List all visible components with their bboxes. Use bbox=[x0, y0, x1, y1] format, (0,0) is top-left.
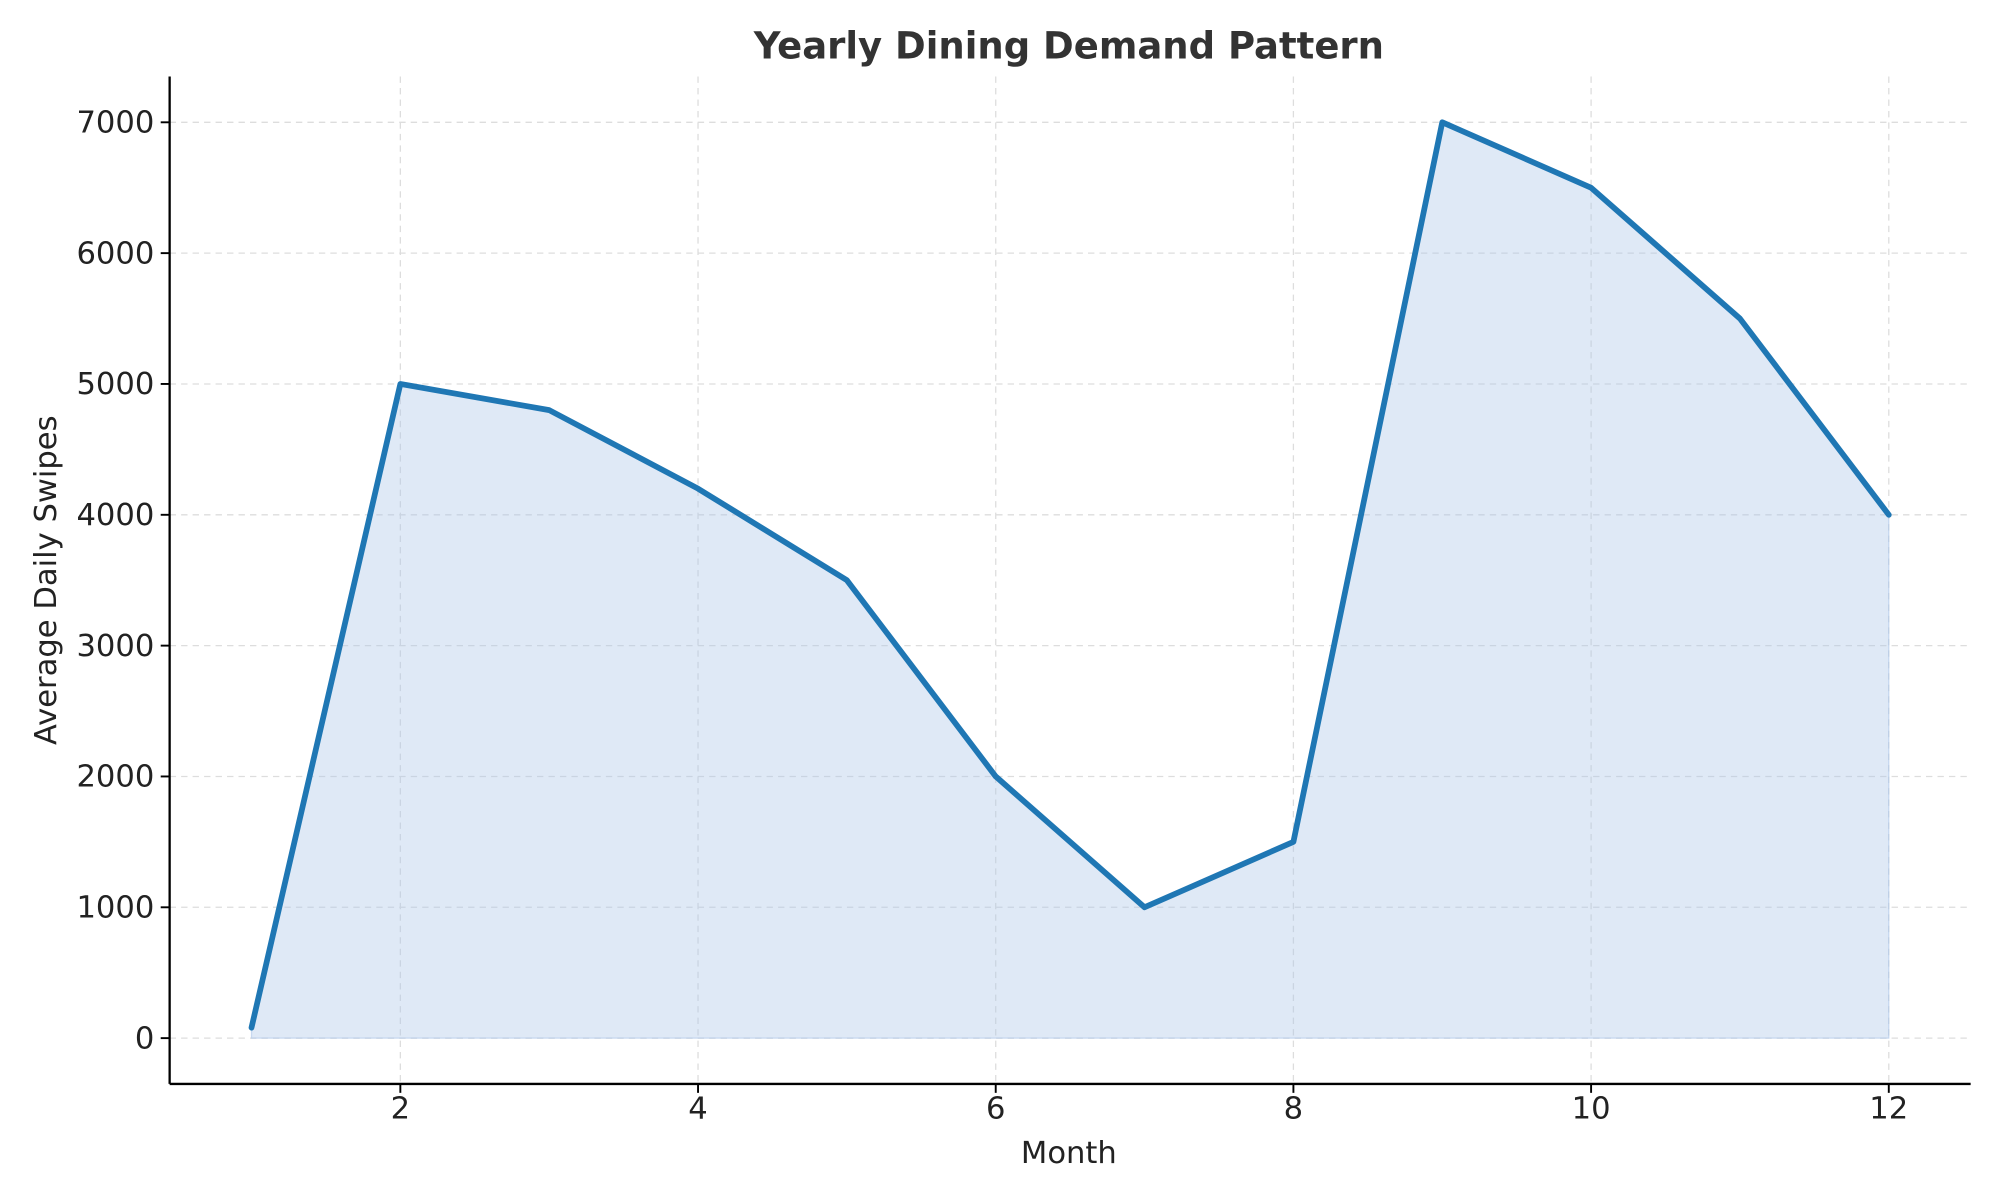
y-tick-label: 4000 bbox=[76, 498, 154, 533]
ticks: 0 1000 2000 3000 4000 5000 6000 7000 2 4 6 8 10 12 bbox=[76, 106, 1908, 1127]
y-tick-label: 5000 bbox=[76, 367, 154, 402]
y-tick-label: 0 bbox=[135, 1021, 154, 1056]
data-point bbox=[993, 774, 998, 779]
data-point bbox=[1291, 839, 1296, 844]
x-tick-label: 10 bbox=[1572, 1091, 1611, 1126]
x-tick-label: 12 bbox=[1869, 1091, 1908, 1126]
data-point bbox=[844, 578, 849, 583]
y-tick-label: 1000 bbox=[76, 891, 154, 926]
y-tick-label: 3000 bbox=[76, 629, 154, 664]
data-point bbox=[249, 1025, 254, 1030]
data-point bbox=[1142, 905, 1147, 910]
x-tick-label: 2 bbox=[391, 1091, 410, 1126]
y-axis-label: Average Daily Swipes bbox=[29, 415, 64, 745]
x-tick-label: 8 bbox=[1284, 1091, 1303, 1126]
data-point bbox=[695, 486, 700, 491]
chart-title: Yearly Dining Demand Pattern bbox=[753, 25, 1384, 68]
y-tick-label: 2000 bbox=[76, 760, 154, 795]
y-tick-label: 7000 bbox=[76, 106, 154, 141]
area-fill bbox=[250, 121, 1890, 1039]
data-point bbox=[398, 381, 403, 386]
x-axis-label: Month bbox=[1021, 1136, 1117, 1171]
grid bbox=[169, 76, 1971, 1084]
data-point bbox=[547, 408, 552, 413]
area-series bbox=[248, 119, 1892, 1039]
y-tick-label: 6000 bbox=[76, 236, 154, 271]
data-point bbox=[1440, 120, 1445, 125]
data-point bbox=[1589, 185, 1594, 190]
axes bbox=[168, 76, 1971, 1086]
series-line bbox=[248, 119, 1892, 1031]
data-point bbox=[1737, 316, 1742, 321]
x-tick-label: 4 bbox=[688, 1091, 707, 1126]
data-point bbox=[1886, 512, 1891, 517]
x-tick-label: 6 bbox=[986, 1091, 1005, 1126]
